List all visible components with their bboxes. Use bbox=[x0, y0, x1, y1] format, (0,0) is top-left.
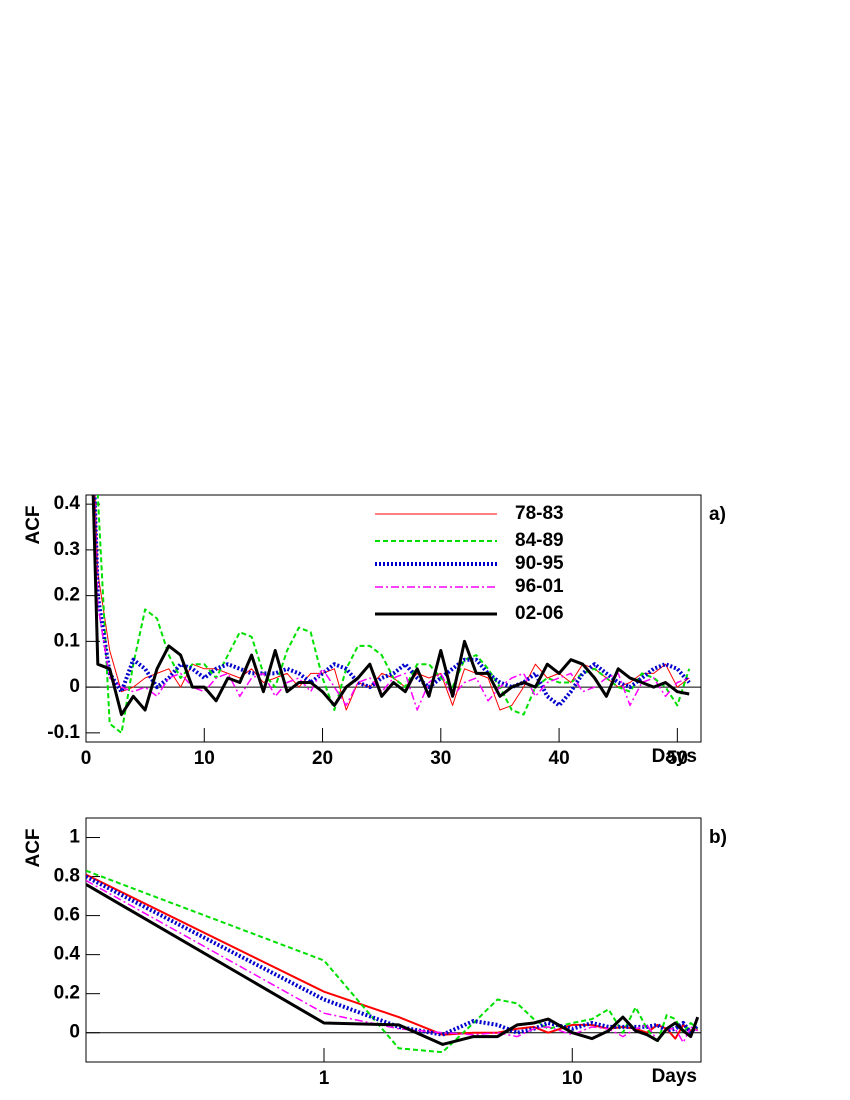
y-tick-label: 1 bbox=[69, 827, 80, 848]
series-line bbox=[96, 495, 691, 734]
y-tick-label: 0 bbox=[69, 676, 80, 697]
y-axis-label: ACF bbox=[23, 828, 44, 867]
plot-area bbox=[91, 495, 691, 734]
y-tick-label: 0.6 bbox=[54, 905, 80, 926]
y-tick-label: 0.8 bbox=[54, 866, 80, 887]
legend-label: 02-06 bbox=[515, 603, 564, 624]
x-tick-label: 10 bbox=[562, 1068, 583, 1089]
panel-label: b) bbox=[709, 827, 727, 848]
y-tick-label: 0.4 bbox=[54, 493, 81, 514]
y-tick-label: 0.4 bbox=[54, 944, 81, 965]
legend-label: 84-89 bbox=[515, 530, 564, 551]
legend-label: 78-83 bbox=[515, 503, 564, 524]
x-axis-label: Days bbox=[652, 1066, 697, 1087]
legend-label: 96-01 bbox=[515, 576, 564, 597]
x-tick-label: 20 bbox=[312, 748, 333, 769]
series-line bbox=[86, 879, 699, 1044]
series-line bbox=[86, 883, 700, 1046]
series-line bbox=[94, 495, 690, 711]
plot-frame bbox=[85, 494, 702, 743]
legend-label: 90-95 bbox=[515, 553, 564, 574]
series-line bbox=[91, 495, 690, 717]
x-tick-label: 10 bbox=[194, 748, 215, 769]
y-tick-label: 0.2 bbox=[54, 983, 80, 1004]
series-line bbox=[92, 495, 691, 708]
plot-area bbox=[86, 869, 700, 1054]
y-tick-label: -0.1 bbox=[47, 722, 80, 743]
plot-frame bbox=[85, 817, 702, 1063]
x-axis-label: Days bbox=[652, 746, 697, 767]
series-line bbox=[86, 873, 698, 1040]
x-tick-label: 0 bbox=[81, 748, 92, 769]
x-tick-label: 50 bbox=[667, 748, 688, 769]
x-tick-label: 30 bbox=[430, 748, 451, 769]
y-tick-label: 0 bbox=[69, 1022, 80, 1043]
y-tick-label: 0.2 bbox=[54, 585, 80, 606]
x-tick-label: 1 bbox=[319, 1068, 330, 1089]
panel-label: a) bbox=[709, 504, 726, 525]
y-tick-label: 0.3 bbox=[54, 539, 80, 560]
y-axis-label: ACF bbox=[23, 505, 44, 544]
x-tick-label: 40 bbox=[549, 748, 570, 769]
y-tick-label: 0.1 bbox=[54, 630, 81, 651]
series-line bbox=[93, 495, 690, 711]
